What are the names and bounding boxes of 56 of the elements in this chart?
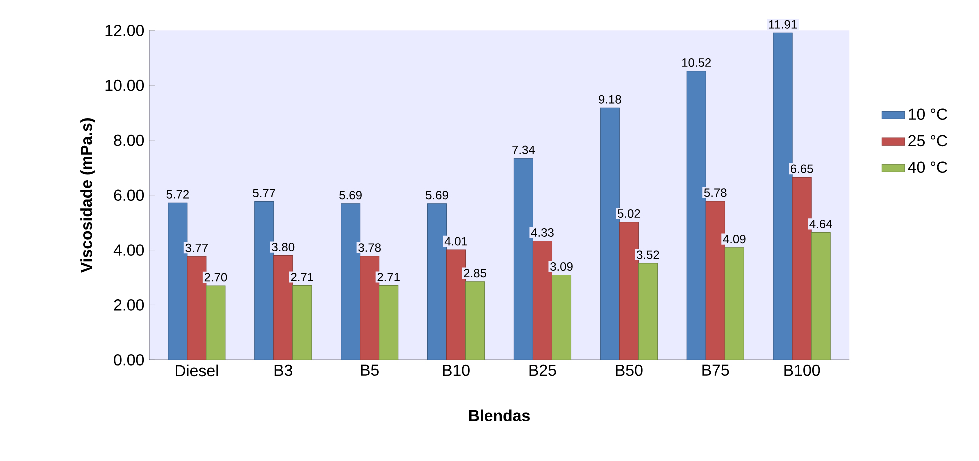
bar	[552, 274, 572, 360]
data-label: 5.77	[253, 188, 276, 198]
x-axis-title: Blendas	[469, 410, 530, 422]
y-tick-label: 8.00	[114, 134, 144, 146]
data-label: 5.72	[166, 190, 189, 199]
data-label: 11.91	[769, 20, 798, 29]
data-label: 7.34	[512, 146, 536, 154]
x-tick-label: B25	[530, 364, 556, 376]
x-tick-label: B5	[361, 364, 379, 376]
data-label: 2.85	[464, 268, 486, 278]
data-label: 3.77	[186, 244, 208, 252]
y-tick-label: 0.00	[114, 354, 144, 366]
data-label: 3.09	[550, 262, 573, 271]
data-label: 6.65	[791, 164, 814, 174]
data-label: 4.09	[723, 234, 746, 244]
x-tick-label: B75	[702, 364, 730, 376]
data-label: 9.18	[599, 95, 622, 104]
data-label: 4.64	[810, 220, 832, 228]
bar	[811, 232, 831, 360]
data-label: 2.71	[291, 272, 314, 282]
y-tick-label: 12.00	[106, 24, 144, 36]
x-tick-label: B3	[274, 364, 292, 376]
data-label: 4.33	[531, 228, 554, 237]
data-label: 5.69	[340, 190, 362, 200]
bar	[773, 32, 793, 360]
legend-label: 40 °C	[908, 162, 948, 173]
bar	[379, 285, 399, 360]
data-label: 2.71	[378, 272, 400, 282]
bar	[206, 285, 226, 360]
x-tick-label: B50	[616, 364, 643, 376]
data-label: 3.78	[358, 243, 381, 252]
y-tick-label: 10.00	[106, 80, 144, 92]
bar	[686, 70, 706, 360]
legend-label: 10 °C	[909, 108, 948, 120]
data-label: 10.52	[682, 58, 712, 67]
data-label: 5.69	[426, 190, 448, 200]
x-tick-label: Diesel	[176, 364, 218, 376]
bar	[466, 281, 486, 360]
data-label: 3.80	[272, 242, 295, 252]
y-tick-label: 2.00	[114, 299, 144, 311]
data-label: 5.02	[618, 209, 640, 218]
data-label: 2.70	[204, 272, 228, 282]
y-axis-title: Viscosidade (mPa.s)	[80, 118, 96, 273]
x-tick-label: B10	[443, 364, 470, 376]
bar	[638, 262, 658, 360]
y-tick-label: 4.00	[114, 244, 144, 256]
y-tick-label: 6.00	[114, 190, 144, 201]
data-label: 3.52	[636, 250, 660, 259]
bar	[724, 247, 744, 360]
bar	[619, 222, 639, 360]
data-label: 5.78	[704, 188, 727, 197]
bar	[292, 285, 312, 360]
bar	[600, 108, 620, 360]
x-tick-label: B100	[784, 364, 820, 376]
data-label: 4.01	[444, 237, 468, 246]
legend-label: 25 °C	[908, 135, 948, 146]
